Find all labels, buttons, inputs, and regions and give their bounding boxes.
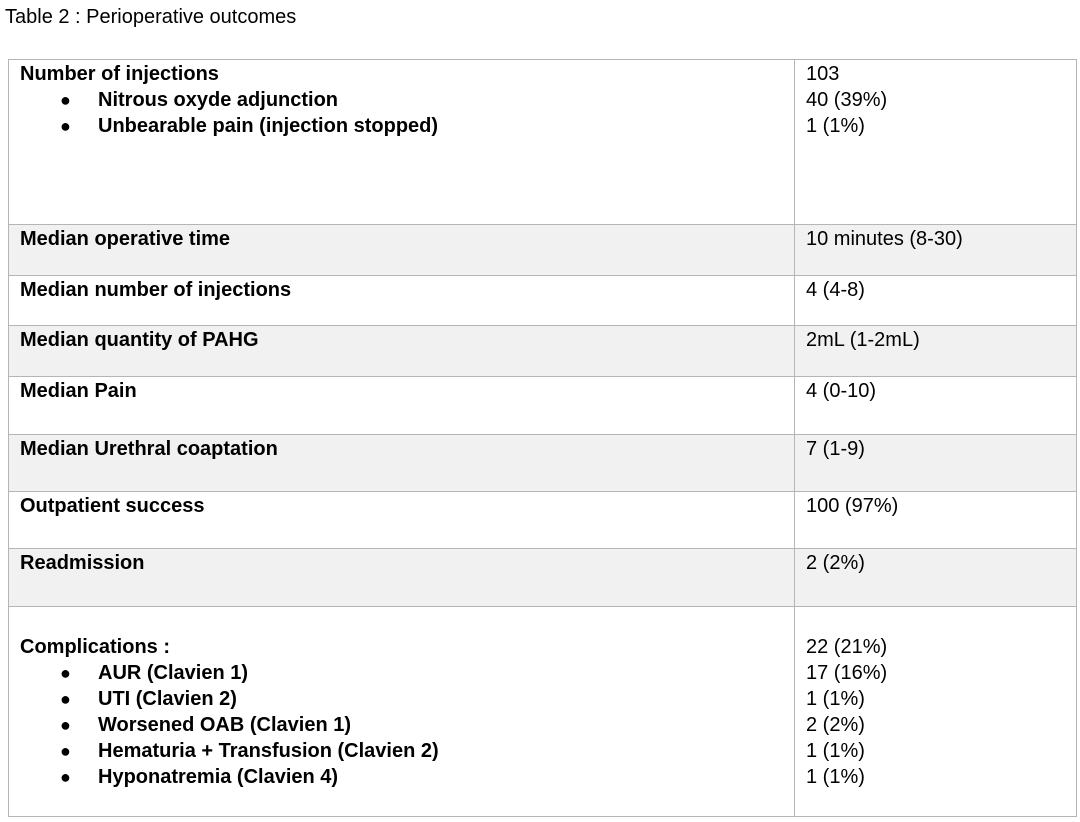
bullet-icon: ● [60, 741, 71, 761]
perioperative-outcomes-table: Number of injections ● Nitrous oxyde adju… [8, 59, 1077, 817]
bullet-icon: ● [60, 689, 71, 709]
row-value-cell: 103 40 (39%) 1 (1%) [794, 59, 1077, 225]
table-row: Readmission 2 (2%) [8, 548, 1077, 607]
row-label: Median Urethral coaptation [20, 438, 278, 460]
row-label: Outpatient success [20, 495, 205, 517]
bullet-icon: ● [60, 663, 71, 683]
table-caption: Table 2 : Perioperative outcomes [5, 6, 297, 28]
bullet-icon: ● [60, 767, 71, 787]
sub-item-label: Worsened OAB (Clavien 1) [98, 714, 352, 736]
row-value-cell: 100 (97%) [794, 491, 1077, 549]
sub-item-value: 1 (1%) [806, 766, 865, 788]
table-row: Median operative time 10 minutes (8-30) [8, 224, 1077, 276]
sub-item-value: 1 (1%) [806, 688, 865, 710]
sub-item-list: ● Nitrous oxyde adjunction ● Unbearable pa… [20, 87, 794, 139]
row-label-cell: Number of injections ● Nitrous oxyde adju… [8, 59, 795, 225]
sub-item-value: 1 (1%) [806, 740, 865, 762]
row-label-cell: Outpatient success [8, 491, 795, 549]
row-value: 103 [806, 63, 840, 85]
row-value-cell: 7 (1-9) [794, 434, 1077, 492]
sub-item-value: 1 (1%) [806, 115, 865, 137]
row-label: Median quantity of PAHG [20, 329, 259, 351]
sub-item-label: UTI (Clavien 2) [98, 688, 237, 710]
row-value: 10 minutes (8-30) [806, 228, 963, 250]
table-row: Outpatient success 100 (97%) [8, 491, 1077, 549]
table-row: Median quantity of PAHG 2mL (1-2mL) [8, 325, 1077, 377]
table-row: Number of injections ● Nitrous oxyde adju… [8, 59, 1077, 225]
sub-item-label: Nitrous oxyde adjunction [98, 89, 339, 111]
table-row: Median Pain 4 (0-10) [8, 376, 1077, 435]
row-value-cell: 2mL (1-2mL) [794, 325, 1077, 377]
row-label-cell: Median number of injections [8, 275, 795, 326]
row-label-cell: Median Urethral coaptation [8, 434, 795, 492]
list-item: ● Hyponatremia (Clavien 4) [20, 764, 794, 790]
table-row: Median number of injections 4 (4-8) [8, 275, 1077, 326]
sub-item-list: ● AUR (Clavien 1) ● UTI (Clavien 2) ● Worse… [20, 660, 794, 790]
row-label: Median Pain [20, 380, 137, 402]
row-label: Number of injections [20, 63, 219, 85]
row-value-cell: 2 (2%) [794, 548, 1077, 607]
row-value: 4 (0-10) [806, 380, 877, 402]
sub-item-label: AUR (Clavien 1) [98, 662, 249, 684]
table-row: Median Urethral coaptation 7 (1-9) [8, 434, 1077, 492]
row-value-cell: 22 (21%) 17 (16%) 1 (1%) 2 (2%) 1 (1%) 1… [794, 606, 1077, 817]
row-label: Complications : [20, 636, 171, 658]
list-item: ● Unbearable pain (injection stopped) [20, 113, 794, 139]
list-item: ● Nitrous oxyde adjunction [20, 87, 794, 113]
row-value-cell: 4 (0-10) [794, 376, 1077, 435]
row-value-cell: 4 (4-8) [794, 275, 1077, 326]
sub-item-label: Hyponatremia (Clavien 4) [98, 766, 339, 788]
row-label-cell: Median quantity of PAHG [8, 325, 795, 377]
list-item: ● Hematuria + Transfusion (Clavien 2) [20, 738, 794, 764]
sub-item-value: 2 (2%) [806, 714, 865, 736]
list-item: ● Worsened OAB (Clavien 1) [20, 712, 794, 738]
table-row: Complications : ● AUR (Clavien 1) ● UTI (C… [8, 606, 1077, 817]
sub-item-value: 40 (39%) [806, 89, 888, 111]
bullet-icon: ● [60, 715, 71, 735]
list-item: ● UTI (Clavien 2) [20, 686, 794, 712]
row-label-cell: Complications : ● AUR (Clavien 1) ● UTI (C… [8, 606, 795, 817]
row-label-cell: Median operative time [8, 224, 795, 276]
sub-item-label: Hematuria + Transfusion (Clavien 2) [98, 740, 439, 762]
bullet-icon: ● [60, 116, 71, 136]
sub-item-label: Unbearable pain (injection stopped) [98, 115, 439, 137]
row-label-cell: Readmission [8, 548, 795, 607]
row-value: 100 (97%) [806, 495, 899, 517]
row-value: 2 (2%) [806, 552, 865, 574]
sub-item-value: 17 (16%) [806, 662, 888, 684]
bullet-icon: ● [60, 90, 71, 110]
row-value: 22 (21%) [806, 636, 888, 658]
row-value: 2mL (1-2mL) [806, 329, 920, 351]
row-value: 4 (4-8) [806, 279, 865, 301]
row-label: Median number of injections [20, 279, 292, 301]
row-value: 7 (1-9) [806, 438, 865, 460]
row-label: Median operative time [20, 228, 231, 250]
row-value-cell: 10 minutes (8-30) [794, 224, 1077, 276]
row-label-cell: Median Pain [8, 376, 795, 435]
row-label: Readmission [20, 552, 145, 574]
list-item: ● AUR (Clavien 1) [20, 660, 794, 686]
